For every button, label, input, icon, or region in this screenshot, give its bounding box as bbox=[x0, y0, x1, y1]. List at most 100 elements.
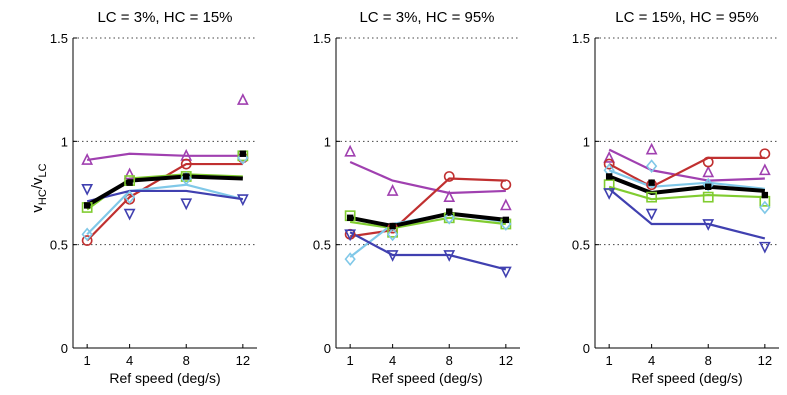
series-line bbox=[86, 162, 243, 242]
y-tick-label: 1.5 bbox=[50, 31, 68, 46]
series-line bbox=[86, 183, 244, 236]
series-line bbox=[86, 189, 244, 203]
data-point-star bbox=[502, 216, 510, 224]
x-tick-label: 8 bbox=[446, 353, 453, 368]
data-point-diamond bbox=[386, 227, 399, 242]
y-axis-label-sub2: LC bbox=[37, 163, 49, 177]
data-point-triangle-up bbox=[344, 144, 357, 157]
data-point-star bbox=[239, 150, 247, 157]
data-point-circle bbox=[702, 156, 714, 168]
data-point-triangle-down bbox=[645, 208, 658, 221]
x-tick-label: 1 bbox=[606, 353, 613, 368]
x-tick-label: 8 bbox=[183, 353, 190, 368]
series-line bbox=[349, 160, 506, 195]
y-tick-label: 0 bbox=[324, 341, 331, 356]
data-point-triangle-down bbox=[236, 194, 249, 207]
y-tick-label: 0 bbox=[583, 341, 590, 356]
data-point-circle bbox=[759, 148, 771, 160]
x-tick-label: 12 bbox=[499, 353, 513, 368]
data-point-star bbox=[389, 222, 396, 230]
x-axis-label: Ref speed (deg/s) bbox=[109, 370, 220, 386]
panel-2: LC = 3%, HC = 95% Ref speed (deg/s) 0 0.5… bbox=[313, 9, 520, 386]
data-point-circle bbox=[500, 179, 512, 191]
x-tick-label: 12 bbox=[236, 353, 250, 368]
panel-title: LC = 3%, HC = 95% bbox=[359, 9, 494, 26]
x-tick-label: 12 bbox=[758, 353, 772, 368]
data-point-diamond bbox=[759, 200, 771, 215]
x-tick-label: 4 bbox=[648, 353, 655, 368]
y-tick-label: 1.5 bbox=[572, 31, 590, 46]
data-point-star bbox=[761, 191, 769, 199]
data-point-diamond bbox=[443, 210, 455, 225]
data-point-triangle-down bbox=[123, 208, 136, 221]
data-point-circle bbox=[603, 158, 615, 170]
series-line bbox=[608, 174, 765, 195]
data-point-circle bbox=[443, 171, 455, 182]
data-point-square bbox=[702, 191, 714, 203]
x-axis-label: Ref speed (deg/s) bbox=[371, 370, 482, 386]
data-point-triangle-down bbox=[443, 250, 456, 262]
data-point-triangle-up bbox=[236, 93, 249, 105]
y-axis-label-main: v bbox=[29, 205, 46, 213]
data-point-diamond bbox=[645, 159, 658, 173]
series-line bbox=[349, 231, 507, 271]
y-tick-label: 1 bbox=[61, 134, 68, 149]
x-tick-label: 1 bbox=[84, 353, 91, 368]
series-line bbox=[349, 211, 507, 229]
data-point-triangle-up bbox=[603, 150, 616, 163]
series-line bbox=[608, 148, 765, 182]
data-point-star bbox=[126, 179, 133, 186]
x-tick-label: 1 bbox=[347, 353, 354, 368]
y-axis-label-sep: /v bbox=[29, 177, 46, 189]
data-point-triangle-up bbox=[81, 153, 94, 165]
data-point-diamond bbox=[702, 177, 714, 192]
data-point-triangle-down bbox=[758, 241, 771, 254]
data-point-triangle-up bbox=[645, 142, 658, 155]
data-point-triangle-down bbox=[180, 198, 193, 211]
y-tick-label: 0.5 bbox=[313, 238, 331, 253]
y-tick-label: 1 bbox=[324, 134, 331, 149]
data-point-triangle-down bbox=[499, 266, 512, 279]
y-axis-label-sub1: HC bbox=[37, 189, 49, 205]
data-point-star bbox=[605, 173, 613, 180]
data-point-diamond bbox=[344, 252, 356, 266]
data-point-star bbox=[446, 208, 453, 215]
data-point-triangle-down bbox=[603, 188, 616, 200]
series-line bbox=[349, 216, 506, 230]
data-point-triangle-up bbox=[758, 163, 771, 176]
data-point-diamond bbox=[123, 190, 136, 204]
y-tick-label: 1.5 bbox=[313, 31, 331, 46]
data-point-square bbox=[646, 191, 658, 203]
data-point-triangle-up bbox=[123, 167, 136, 180]
x-axis-label: Ref speed (deg/s) bbox=[631, 370, 742, 386]
data-point-triangle-up bbox=[499, 198, 512, 211]
panel-3: LC = 15%, HC = 95% Ref speed (deg/s) 0 0.… bbox=[572, 9, 779, 386]
data-point-star bbox=[183, 173, 190, 180]
panel-1: LC = 3%, HC = 15% Ref speed (deg/s) 0 0.5… bbox=[50, 9, 257, 386]
data-point-triangle-up bbox=[443, 190, 456, 203]
series-line bbox=[608, 188, 766, 240]
x-tick-label: 4 bbox=[389, 353, 396, 368]
data-point-triangle-down bbox=[386, 250, 399, 262]
series-line bbox=[86, 152, 243, 162]
series-line bbox=[608, 169, 765, 190]
series-line bbox=[86, 174, 243, 208]
panel-title: LC = 3%, HC = 15% bbox=[97, 9, 232, 26]
y-tick-label: 0 bbox=[61, 341, 68, 356]
y-tick-label: 1 bbox=[583, 134, 590, 149]
data-point-triangle-down bbox=[81, 183, 94, 196]
x-tick-label: 4 bbox=[126, 353, 133, 368]
data-point-star bbox=[648, 179, 655, 186]
data-point-circle bbox=[81, 235, 93, 246]
data-point-star bbox=[705, 183, 712, 190]
data-point-triangle-up bbox=[702, 165, 715, 178]
y-axis-label: vHC/vLC bbox=[29, 163, 49, 212]
data-point-circle bbox=[180, 158, 192, 170]
y-tick-label: 0.5 bbox=[50, 238, 68, 253]
data-point-triangle-down bbox=[344, 229, 357, 242]
panel-title: LC = 15%, HC = 95% bbox=[615, 9, 758, 26]
y-tick-label: 0.5 bbox=[572, 238, 590, 253]
data-point-star bbox=[346, 214, 354, 221]
x-tick-label: 8 bbox=[705, 353, 712, 368]
